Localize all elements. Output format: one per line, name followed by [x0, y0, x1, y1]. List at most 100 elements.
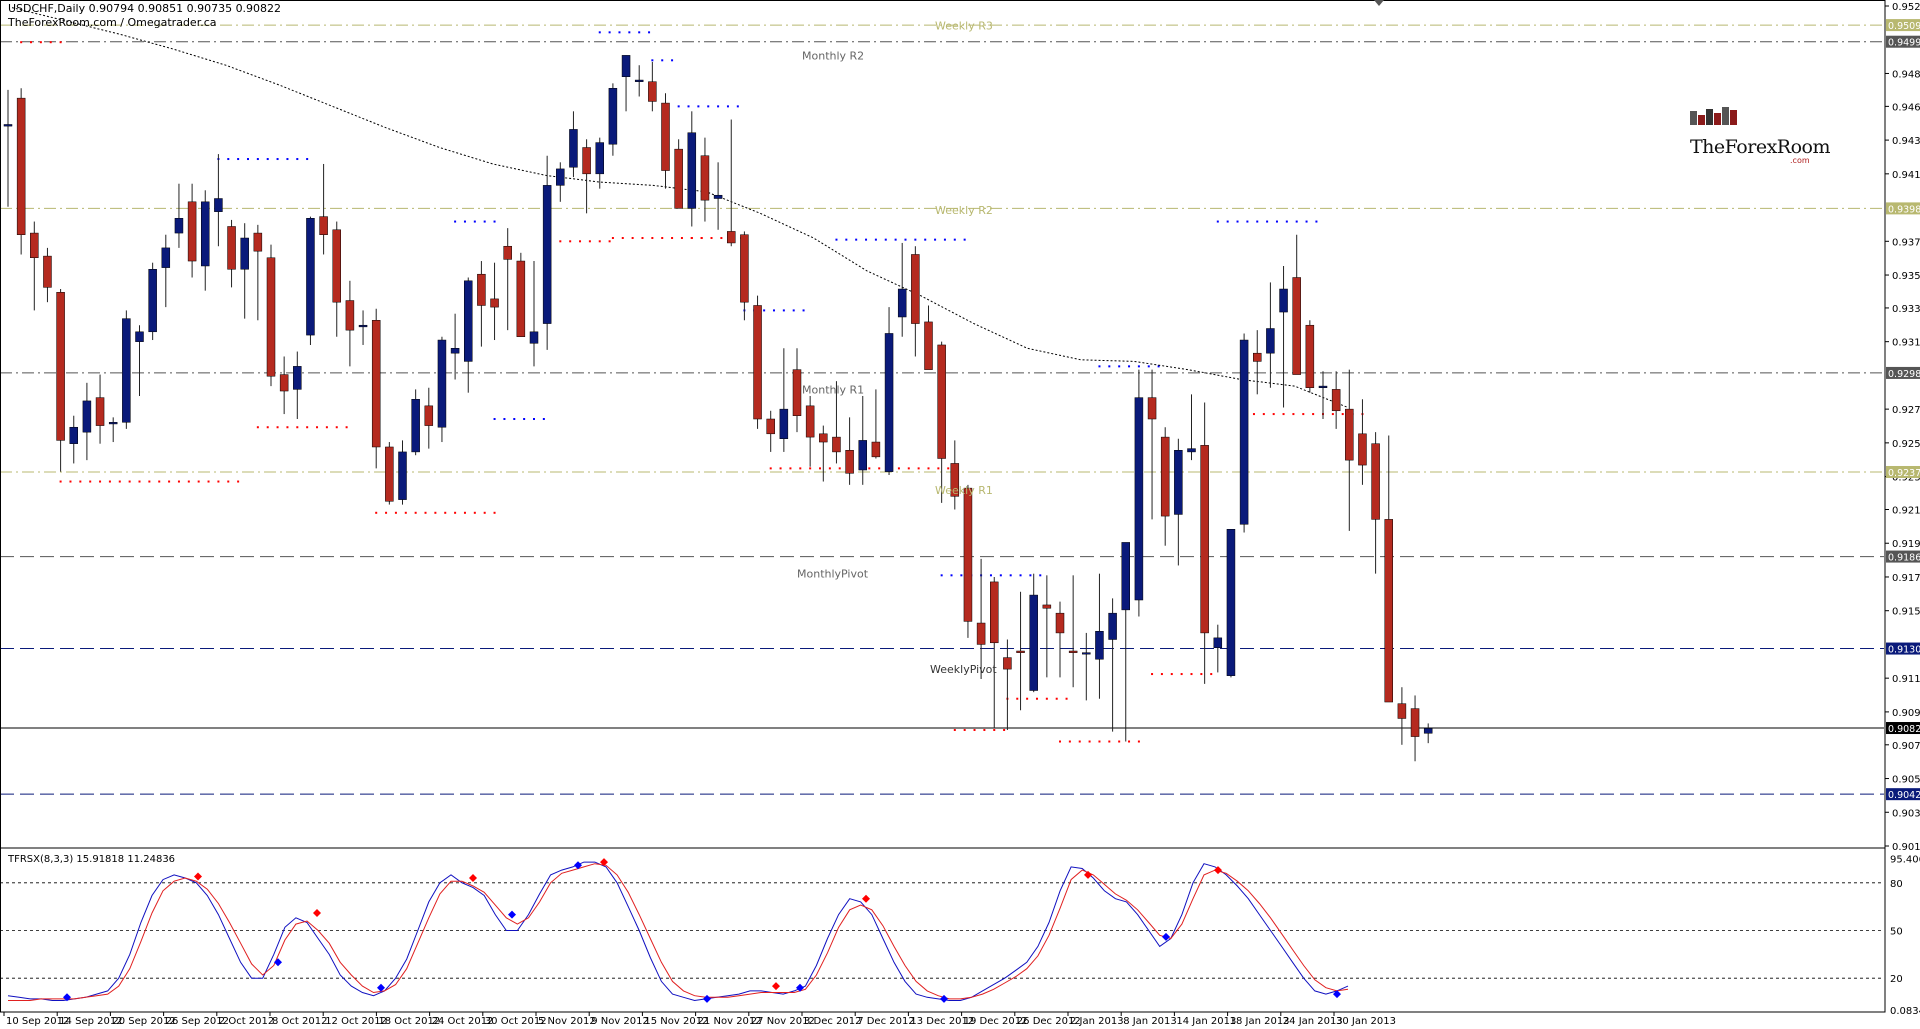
pivot-dot	[493, 418, 496, 421]
pivot-dot	[227, 158, 230, 161]
pivot-dot	[855, 238, 858, 241]
pivot-dot	[1068, 740, 1071, 743]
pivot-dot	[608, 31, 611, 34]
pivot-dot	[237, 480, 240, 483]
pivot-dot	[726, 105, 729, 108]
pivot-dot	[648, 31, 651, 34]
date-tick-label: 19 Dec 2012	[964, 1016, 1028, 1027]
pivot-dot	[769, 467, 772, 470]
pivot-dot	[707, 105, 710, 108]
pivot-dot	[838, 467, 841, 470]
pivot-dot	[424, 511, 427, 514]
pivot-dot	[473, 511, 476, 514]
pivot-dot	[1128, 365, 1131, 368]
date-tick-label: 13 Dec 2012	[910, 1016, 974, 1027]
pivot-dot	[444, 511, 447, 514]
candle-bear	[674, 148, 683, 209]
level-annotation: Weekly R1	[935, 484, 993, 497]
pivot-dot	[950, 574, 953, 577]
pivot-dot	[1098, 740, 1101, 743]
pivot-dot	[559, 240, 562, 243]
pivot-dot	[989, 574, 992, 577]
level-badge: 0.94993	[1886, 35, 1920, 49]
level-badge-bg	[1886, 366, 1920, 379]
pivot-dot	[999, 574, 1002, 577]
pivot-dot	[473, 220, 476, 223]
price-tick-label: 0.90920	[1892, 708, 1920, 719]
pivot-dot	[1098, 365, 1101, 368]
pivot-dot	[897, 467, 900, 470]
candle-bear	[319, 216, 328, 235]
pivot-dot	[1157, 365, 1160, 368]
oscillator-panel: TFRSX(8,3,3) 15.91818 11.24836 95.40679 80…	[0, 847, 1920, 1017]
level-annotation: Monthly R1	[802, 383, 864, 396]
candle-bear	[990, 581, 999, 644]
pivot-dot	[1045, 697, 1048, 700]
price-tick-label: 0.90105	[1892, 842, 1920, 853]
pivot-dot	[1059, 740, 1061, 743]
pivot-dot	[493, 511, 496, 514]
pivot-dot	[799, 467, 802, 470]
candle-bear	[871, 441, 881, 458]
candle-bull	[634, 79, 644, 82]
candle-bear	[845, 450, 854, 474]
level-badge: 0.91864	[1886, 550, 1920, 564]
pivot-dot	[128, 480, 131, 483]
date-tick-label: 24 Jan 2013	[1283, 1016, 1343, 1027]
price-tick-label: 0.92150	[1892, 506, 1920, 517]
candle-bear	[1200, 445, 1209, 634]
candle-bull	[556, 168, 565, 186]
date-tick-label: 26 Sep 2012	[166, 1016, 229, 1027]
pivot-dot	[1256, 220, 1259, 223]
candle-bear	[1160, 436, 1170, 517]
pivot-dot	[661, 59, 664, 62]
pivot-dot	[217, 480, 220, 483]
date-tick-label: 30 Jan 2013	[1336, 1016, 1396, 1027]
signal-diamond	[1333, 990, 1341, 999]
pivot-dot	[503, 418, 506, 421]
pivot-dot	[1266, 220, 1269, 223]
pivot-dot	[1302, 413, 1305, 416]
level-badge: 0.91305	[1886, 642, 1920, 656]
signal-diamond	[862, 894, 870, 903]
pivot-dot	[39, 41, 42, 44]
pivot-dot	[542, 418, 545, 421]
pivot-dot	[868, 467, 871, 470]
pivot-dot	[1272, 413, 1275, 416]
candle-bull	[201, 201, 210, 267]
pivot-dot	[1216, 220, 1219, 223]
candle-bear	[911, 254, 920, 324]
level-badge-label: 0.94993	[1888, 38, 1920, 49]
level-badge: 0.95094	[1886, 19, 1920, 32]
price-tick-label: 0.91535	[1892, 607, 1920, 618]
pivot-dot	[1009, 574, 1012, 577]
date-tick-label: 3 Dec 2012	[804, 1016, 862, 1027]
candle-bull	[1226, 529, 1236, 676]
pivot-dot	[1108, 740, 1111, 743]
candle-bull	[621, 55, 631, 78]
date-tick-label: 15 Nov 2012	[644, 1016, 708, 1027]
pivot-dot	[118, 480, 121, 483]
oscillator-tick-label: 80	[1890, 879, 1903, 890]
candle-bear	[1397, 703, 1407, 719]
date-tick-label: 8 Jan 2013	[1123, 1016, 1177, 1027]
candle-bear	[1055, 612, 1065, 634]
candle-bull	[3, 124, 13, 127]
candle-bull	[1121, 542, 1130, 611]
pivot-dot	[598, 240, 601, 243]
candle-bull	[1187, 448, 1196, 453]
pivot-dot	[345, 426, 348, 429]
signal-diamond	[772, 982, 780, 991]
pivot-dot	[802, 309, 805, 312]
price-tick-label: 0.92350	[1892, 473, 1920, 484]
candle-bear	[1068, 650, 1078, 653]
pivot-dot	[927, 467, 930, 470]
candle-bear	[1371, 443, 1380, 520]
pivot-dot	[865, 238, 868, 241]
candle-bull	[542, 185, 552, 324]
pivot-dot	[924, 238, 927, 241]
pivot-dot	[306, 158, 309, 161]
pivot-dot	[207, 480, 210, 483]
logo-bars-icon	[1690, 107, 1737, 125]
